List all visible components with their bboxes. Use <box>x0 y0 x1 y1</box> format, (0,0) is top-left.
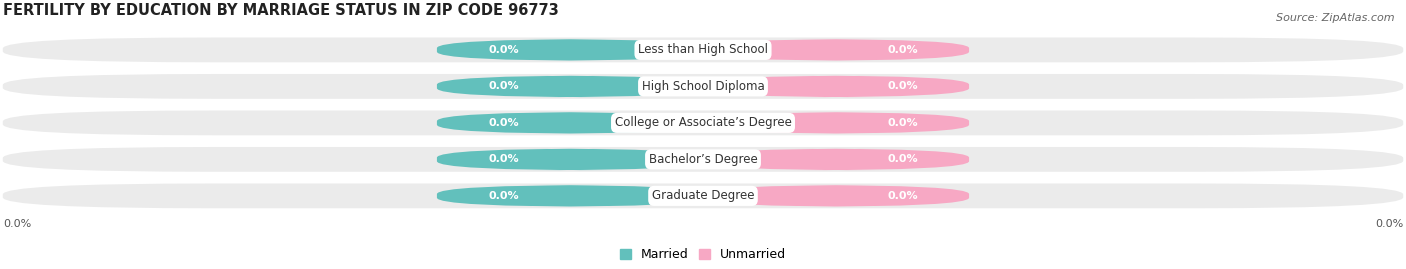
FancyBboxPatch shape <box>437 75 703 97</box>
FancyBboxPatch shape <box>703 75 969 97</box>
FancyBboxPatch shape <box>3 147 1403 172</box>
FancyBboxPatch shape <box>703 112 969 134</box>
FancyBboxPatch shape <box>437 112 703 134</box>
Text: 0.0%: 0.0% <box>887 45 918 55</box>
Text: 0.0%: 0.0% <box>887 118 918 128</box>
FancyBboxPatch shape <box>703 39 969 61</box>
Text: College or Associate’s Degree: College or Associate’s Degree <box>614 116 792 129</box>
Text: 0.0%: 0.0% <box>887 191 918 201</box>
FancyBboxPatch shape <box>437 39 703 61</box>
Text: 0.0%: 0.0% <box>887 82 918 91</box>
Text: FERTILITY BY EDUCATION BY MARRIAGE STATUS IN ZIP CODE 96773: FERTILITY BY EDUCATION BY MARRIAGE STATU… <box>3 3 558 18</box>
FancyBboxPatch shape <box>3 111 1403 135</box>
Text: 0.0%: 0.0% <box>488 45 519 55</box>
FancyBboxPatch shape <box>703 185 969 207</box>
Text: Less than High School: Less than High School <box>638 43 768 56</box>
Text: 0.0%: 0.0% <box>488 82 519 91</box>
FancyBboxPatch shape <box>437 148 703 170</box>
Text: Graduate Degree: Graduate Degree <box>652 189 754 202</box>
FancyBboxPatch shape <box>3 183 1403 208</box>
FancyBboxPatch shape <box>3 74 1403 99</box>
Text: Source: ZipAtlas.com: Source: ZipAtlas.com <box>1277 13 1395 23</box>
FancyBboxPatch shape <box>437 185 703 207</box>
Legend: Married, Unmarried: Married, Unmarried <box>614 243 792 266</box>
FancyBboxPatch shape <box>3 37 1403 62</box>
Text: 0.0%: 0.0% <box>3 219 31 229</box>
Text: High School Diploma: High School Diploma <box>641 80 765 93</box>
Text: Bachelor’s Degree: Bachelor’s Degree <box>648 153 758 166</box>
Text: 0.0%: 0.0% <box>1375 219 1403 229</box>
Text: 0.0%: 0.0% <box>488 154 519 164</box>
Text: 0.0%: 0.0% <box>488 191 519 201</box>
Text: 0.0%: 0.0% <box>887 154 918 164</box>
FancyBboxPatch shape <box>703 148 969 170</box>
Text: 0.0%: 0.0% <box>488 118 519 128</box>
